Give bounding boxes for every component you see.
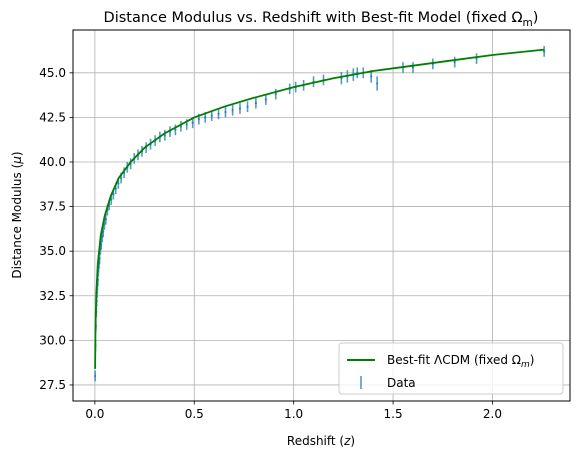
plot-frame: [72, 29, 571, 402]
y-tick-label: 42.5: [39, 110, 66, 124]
data-point: [274, 93, 277, 96]
legend-label-data: Data: [387, 376, 416, 390]
data-point: [411, 66, 415, 69]
data-point: [370, 75, 373, 78]
data-point: [543, 50, 546, 53]
data-point: [264, 98, 267, 101]
x-tick-label: 1.0: [284, 407, 303, 421]
series-layer: [94, 46, 546, 382]
data-point: [163, 134, 166, 137]
legend-label-model: Best-fit ΛCDM (fixed Ωm): [387, 353, 534, 370]
data-point: [376, 82, 379, 85]
y-axis-label: Distance Modulus (μ): [10, 151, 24, 278]
data-point: [246, 105, 249, 108]
data-point: [197, 118, 200, 121]
ticks: 0.0 0.5 1.0 1.5 2.0 27.5 30.0 32.5 35.0 37.5 40.0 4…: [39, 66, 502, 421]
data-point: [217, 112, 220, 115]
y-tick-label: 30.0: [39, 333, 66, 347]
legend: Best-fit ΛCDM (fixed Ωm) Data: [338, 342, 564, 395]
x-tick-label: 2.0: [483, 407, 502, 421]
x-axis-label: Redshift (z): [287, 434, 355, 448]
x-tick-label: 0.5: [185, 407, 204, 421]
data-point: [191, 121, 194, 124]
data-point: [238, 107, 242, 110]
data-point: [224, 110, 227, 114]
data-point: [94, 374, 97, 378]
legend-box: [338, 342, 564, 395]
grid: [73, 30, 570, 401]
data-point: [254, 102, 257, 105]
data-point: [185, 123, 188, 126]
data-point: [104, 217, 107, 221]
data-point: [204, 116, 207, 119]
y-tick-label: 45.0: [39, 66, 66, 80]
y-tick-label: 35.0: [39, 244, 66, 258]
data-point: [102, 230, 105, 233]
y-tick-label: 27.5: [39, 378, 66, 392]
data-point: [120, 176, 123, 180]
data-point: [174, 128, 177, 131]
data-point: [210, 114, 213, 117]
data-point: [453, 61, 456, 64]
chart-title: Distance Modulus vs. Redshift with Best-…: [104, 10, 539, 29]
y-tick-label: 37.5: [39, 200, 66, 214]
data-point: [114, 187, 117, 190]
data-point: [117, 182, 120, 185]
x-tick-label: 0.0: [85, 407, 104, 421]
x-tick-label: 1.5: [384, 407, 403, 421]
model-line: [94, 48, 545, 369]
data-point: [231, 109, 234, 112]
y-tick-label: 40.0: [39, 155, 66, 169]
y-tick-label: 32.5: [39, 289, 66, 303]
